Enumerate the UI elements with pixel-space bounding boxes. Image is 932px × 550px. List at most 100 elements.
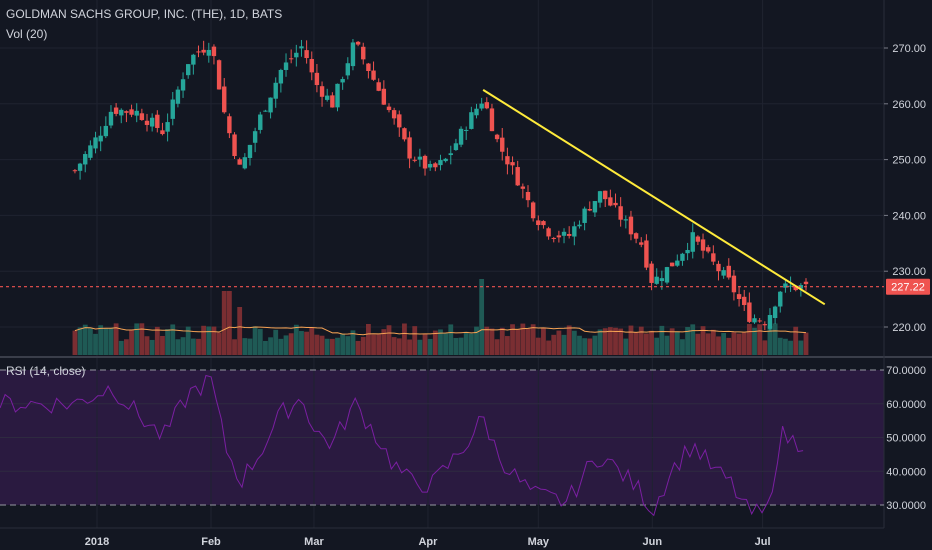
candle-body [72, 170, 78, 172]
candlesticks [72, 39, 809, 331]
volume-bar [365, 323, 371, 355]
volume-bar [288, 333, 294, 355]
volume-bar [463, 331, 469, 355]
volume-bar [72, 330, 78, 355]
time-label-2018[interactable]: 2018 [85, 536, 109, 548]
volume-bar [752, 327, 757, 355]
volume-bar [587, 338, 593, 355]
rsi-axis[interactable]: 70.0000 60.0000 50.0000 40.0000 30.0000 [886, 365, 926, 512]
candle-body [119, 109, 124, 116]
candle-body [361, 46, 366, 60]
candle-body [494, 134, 500, 140]
volume-bar [376, 333, 382, 355]
volume-bar [577, 335, 582, 355]
volume-bar [103, 327, 109, 355]
volume-bar [324, 338, 330, 355]
time-label-may[interactable]: May [528, 536, 550, 548]
time-label-feb[interactable]: Feb [201, 536, 221, 548]
volume-bar [772, 323, 778, 355]
volume-bar [134, 323, 140, 355]
volume-bar [113, 323, 119, 355]
volume-bar [602, 328, 608, 355]
volume-bar [185, 326, 191, 355]
volume-bar [597, 329, 603, 355]
volume-bar [144, 336, 150, 355]
volume-bar [757, 324, 763, 355]
volume-bar [644, 333, 649, 355]
volume-bar [726, 337, 732, 355]
candle-body [587, 209, 592, 211]
volume-bar [170, 324, 176, 355]
volume-bar [654, 337, 660, 355]
candle-body [597, 191, 603, 203]
candle-body [685, 250, 690, 254]
chart-title[interactable]: GOLDMAN SACHS GROUP, INC. (THE), 1D, BAT… [6, 7, 282, 21]
candle-body [448, 153, 453, 156]
candle-body [505, 156, 510, 165]
volume-bar [582, 338, 588, 355]
candle-body [283, 62, 289, 70]
time-label-jun[interactable]: Jun [643, 536, 663, 548]
candle-body [659, 278, 665, 282]
candle-body [736, 294, 742, 300]
volume-bar [484, 326, 490, 355]
price-axis-panel[interactable] [884, 0, 932, 528]
rsi-tick-label: 60.0000 [886, 399, 926, 411]
candle-body [690, 232, 695, 252]
volume-bar [515, 329, 521, 355]
time-label-mar[interactable]: Mar [304, 536, 324, 548]
volume-bar [685, 326, 690, 355]
candle-body [98, 135, 103, 142]
candle-body [464, 129, 469, 131]
candle-body [577, 224, 582, 227]
volume-bar [489, 328, 495, 355]
candle-body [319, 86, 325, 97]
time-label-jul[interactable]: Jul [755, 536, 771, 548]
volume-bar [402, 323, 407, 355]
volume-bar [783, 338, 788, 355]
rsi-tick-label: 50.0000 [886, 433, 926, 445]
volume-bar [633, 331, 639, 355]
volume-bar [108, 328, 114, 355]
price-tick-label: 250.00 [892, 155, 926, 167]
candle-body [458, 128, 464, 145]
candle-body [747, 302, 752, 322]
candle-body [288, 58, 294, 60]
trendline[interactable] [482, 89, 826, 306]
volume-bar [278, 338, 284, 355]
candle-body [211, 46, 217, 57]
time-label-apr[interactable]: Apr [418, 536, 438, 548]
candle-body [525, 191, 531, 201]
candle-body [294, 52, 299, 58]
volume-bar [613, 327, 618, 355]
candle-body [407, 137, 412, 159]
volume-bar [293, 324, 299, 355]
price-pane[interactable] [0, 0, 884, 355]
volume-bar [221, 291, 227, 355]
rsi-legend[interactable]: RSI (14, close) [6, 364, 85, 378]
volume-bar [705, 333, 711, 355]
candle-body [77, 163, 83, 171]
volume-bar [201, 325, 207, 355]
volume-legend[interactable]: Vol (20) [6, 27, 47, 41]
volume-bar [746, 324, 752, 355]
volume-bar [592, 335, 598, 355]
price-axis[interactable]: 270.00 260.00 250.00 240.00 230.00 220.00 [884, 43, 926, 334]
volume-bar [129, 329, 134, 355]
candle-body [613, 202, 618, 206]
candle-body [546, 228, 551, 237]
candle-body [113, 107, 119, 114]
volume-bar [335, 337, 340, 355]
candle-body [330, 95, 335, 108]
candle-body [551, 237, 556, 239]
volume-bar [505, 336, 510, 355]
time-axis[interactable]: 2018 Feb Mar Apr May Jun Jul [85, 536, 771, 548]
volume-bar [716, 336, 721, 355]
candle-body [726, 265, 731, 278]
volume-bar [793, 326, 799, 355]
volume-bar [283, 335, 289, 355]
volume-bar [659, 325, 665, 355]
volume-bar [546, 340, 551, 355]
candle-body [633, 233, 639, 239]
